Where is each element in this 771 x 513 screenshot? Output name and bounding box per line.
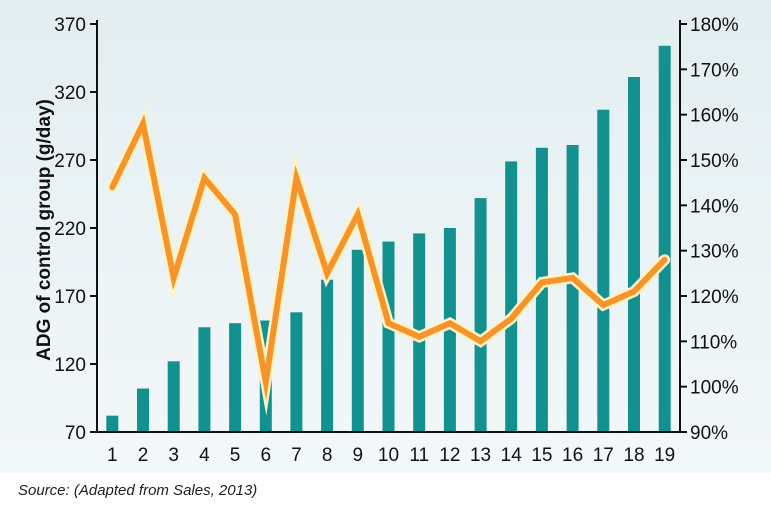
x-tick-label-15: 15 xyxy=(531,445,552,466)
left-tick-label: 320 xyxy=(54,83,86,104)
line-point-13 xyxy=(478,338,484,344)
source-strip xyxy=(0,473,771,513)
line-point-4 xyxy=(201,175,207,181)
right-tick-label: 150% xyxy=(690,151,739,172)
bar-14 xyxy=(505,161,518,432)
line-point-7 xyxy=(293,175,299,181)
bar-16 xyxy=(566,145,579,432)
left-tick-label: 120 xyxy=(54,355,86,376)
bar-2 xyxy=(137,388,149,432)
x-tick-label-19: 19 xyxy=(654,445,675,466)
x-tick-label-6: 6 xyxy=(260,445,271,466)
left-tick-label: 270 xyxy=(54,151,86,172)
x-tick-label-4: 4 xyxy=(199,445,210,466)
left-tick-label: 370 xyxy=(54,15,86,36)
x-tick-label-1: 1 xyxy=(107,445,118,466)
x-tick-label-8: 8 xyxy=(322,445,333,466)
bar-3 xyxy=(167,361,180,432)
x-tick-label-7: 7 xyxy=(291,445,302,466)
line-point-17 xyxy=(600,302,606,308)
bar-10 xyxy=(382,241,395,432)
bar-4 xyxy=(198,327,211,432)
x-tick-label-16: 16 xyxy=(562,445,583,466)
bar-9 xyxy=(351,249,364,432)
source-note: Source: (Adapted from Sales, 2013) xyxy=(18,482,258,499)
bar-17 xyxy=(597,109,610,432)
x-tick-label-5: 5 xyxy=(230,445,241,466)
right-tick-label: 100% xyxy=(690,378,739,399)
x-tick-label-11: 11 xyxy=(409,445,429,466)
labels-layer: 70 120 170 220 270 320 370 90% 100% 110% 120% 130% 1… xyxy=(54,15,738,466)
x-tick-label-10: 10 xyxy=(378,445,399,466)
line-point-2 xyxy=(140,121,146,127)
right-tick-label: 140% xyxy=(690,196,739,217)
bar-13 xyxy=(474,198,487,432)
right-tick-label: 130% xyxy=(690,242,739,263)
line-point-15 xyxy=(539,279,545,285)
right-tick-label: 120% xyxy=(690,287,739,308)
left-tick-label: 170 xyxy=(54,287,86,308)
line-layer xyxy=(106,106,671,416)
line-point-12 xyxy=(447,320,453,326)
bar-5 xyxy=(229,323,242,432)
bar-8 xyxy=(321,279,334,432)
right-tick-label: 160% xyxy=(690,106,739,127)
bar-12 xyxy=(443,228,456,432)
line-point-5 xyxy=(232,211,238,217)
right-tick-label: 170% xyxy=(690,60,739,81)
x-tick-label-3: 3 xyxy=(168,445,179,466)
bar-1 xyxy=(106,415,119,432)
line-point-3 xyxy=(171,275,177,281)
y-axis-title: ADG of control group (g/day) xyxy=(34,99,55,361)
line-point-9 xyxy=(355,211,361,217)
x-tick-label-2: 2 xyxy=(138,445,149,466)
axes-layer xyxy=(90,20,687,433)
x-tick-label-17: 17 xyxy=(593,445,614,466)
line-point-19 xyxy=(662,257,668,263)
line-point-10 xyxy=(385,320,392,326)
right-tick-label: 90% xyxy=(690,423,728,444)
x-tick-label-18: 18 xyxy=(623,445,644,466)
x-tick-label-14: 14 xyxy=(501,445,523,466)
x-tick-label-13: 13 xyxy=(470,445,491,466)
line-point-1 xyxy=(109,184,115,190)
left-tick-label: 70 xyxy=(65,423,86,444)
line-point-16 xyxy=(570,275,576,281)
line-point-18 xyxy=(631,288,637,295)
line-point-14 xyxy=(508,316,514,322)
line-point-11 xyxy=(416,334,422,340)
bar-18 xyxy=(628,77,640,432)
x-tick-label-12: 12 xyxy=(439,445,460,466)
right-tick-label: 180% xyxy=(690,15,739,36)
right-tick-label: 110% xyxy=(690,332,737,353)
bar-19 xyxy=(658,45,671,433)
line-point-8 xyxy=(324,270,330,276)
line-point-6 xyxy=(263,379,269,385)
bar-7 xyxy=(290,312,303,432)
left-tick-label: 220 xyxy=(54,219,86,240)
x-tick-label-9: 9 xyxy=(353,445,364,466)
